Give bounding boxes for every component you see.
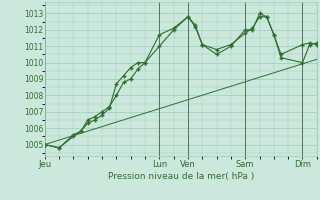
X-axis label: Pression niveau de la mer( hPa ): Pression niveau de la mer( hPa ) — [108, 172, 254, 181]
